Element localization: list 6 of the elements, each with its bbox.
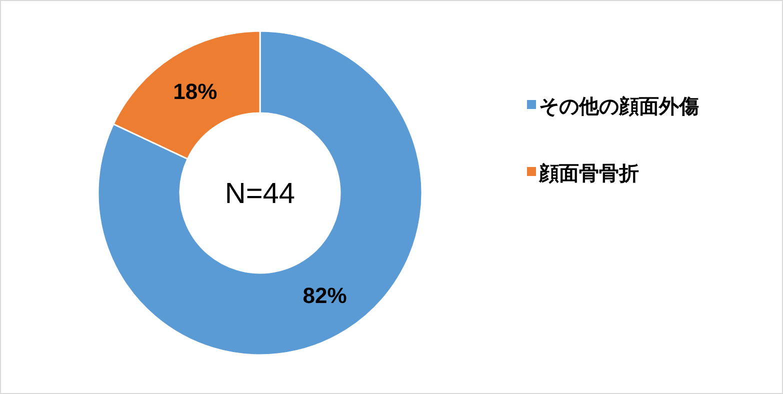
data-label: 82% [302,283,347,308]
donut-slice [97,30,423,356]
legend-label: その他の顔面外傷 [539,95,699,118]
data-label: 18% [173,78,218,104]
legend-label: 顔面骨骨折 [538,162,639,185]
text: N=44 [224,178,296,210]
